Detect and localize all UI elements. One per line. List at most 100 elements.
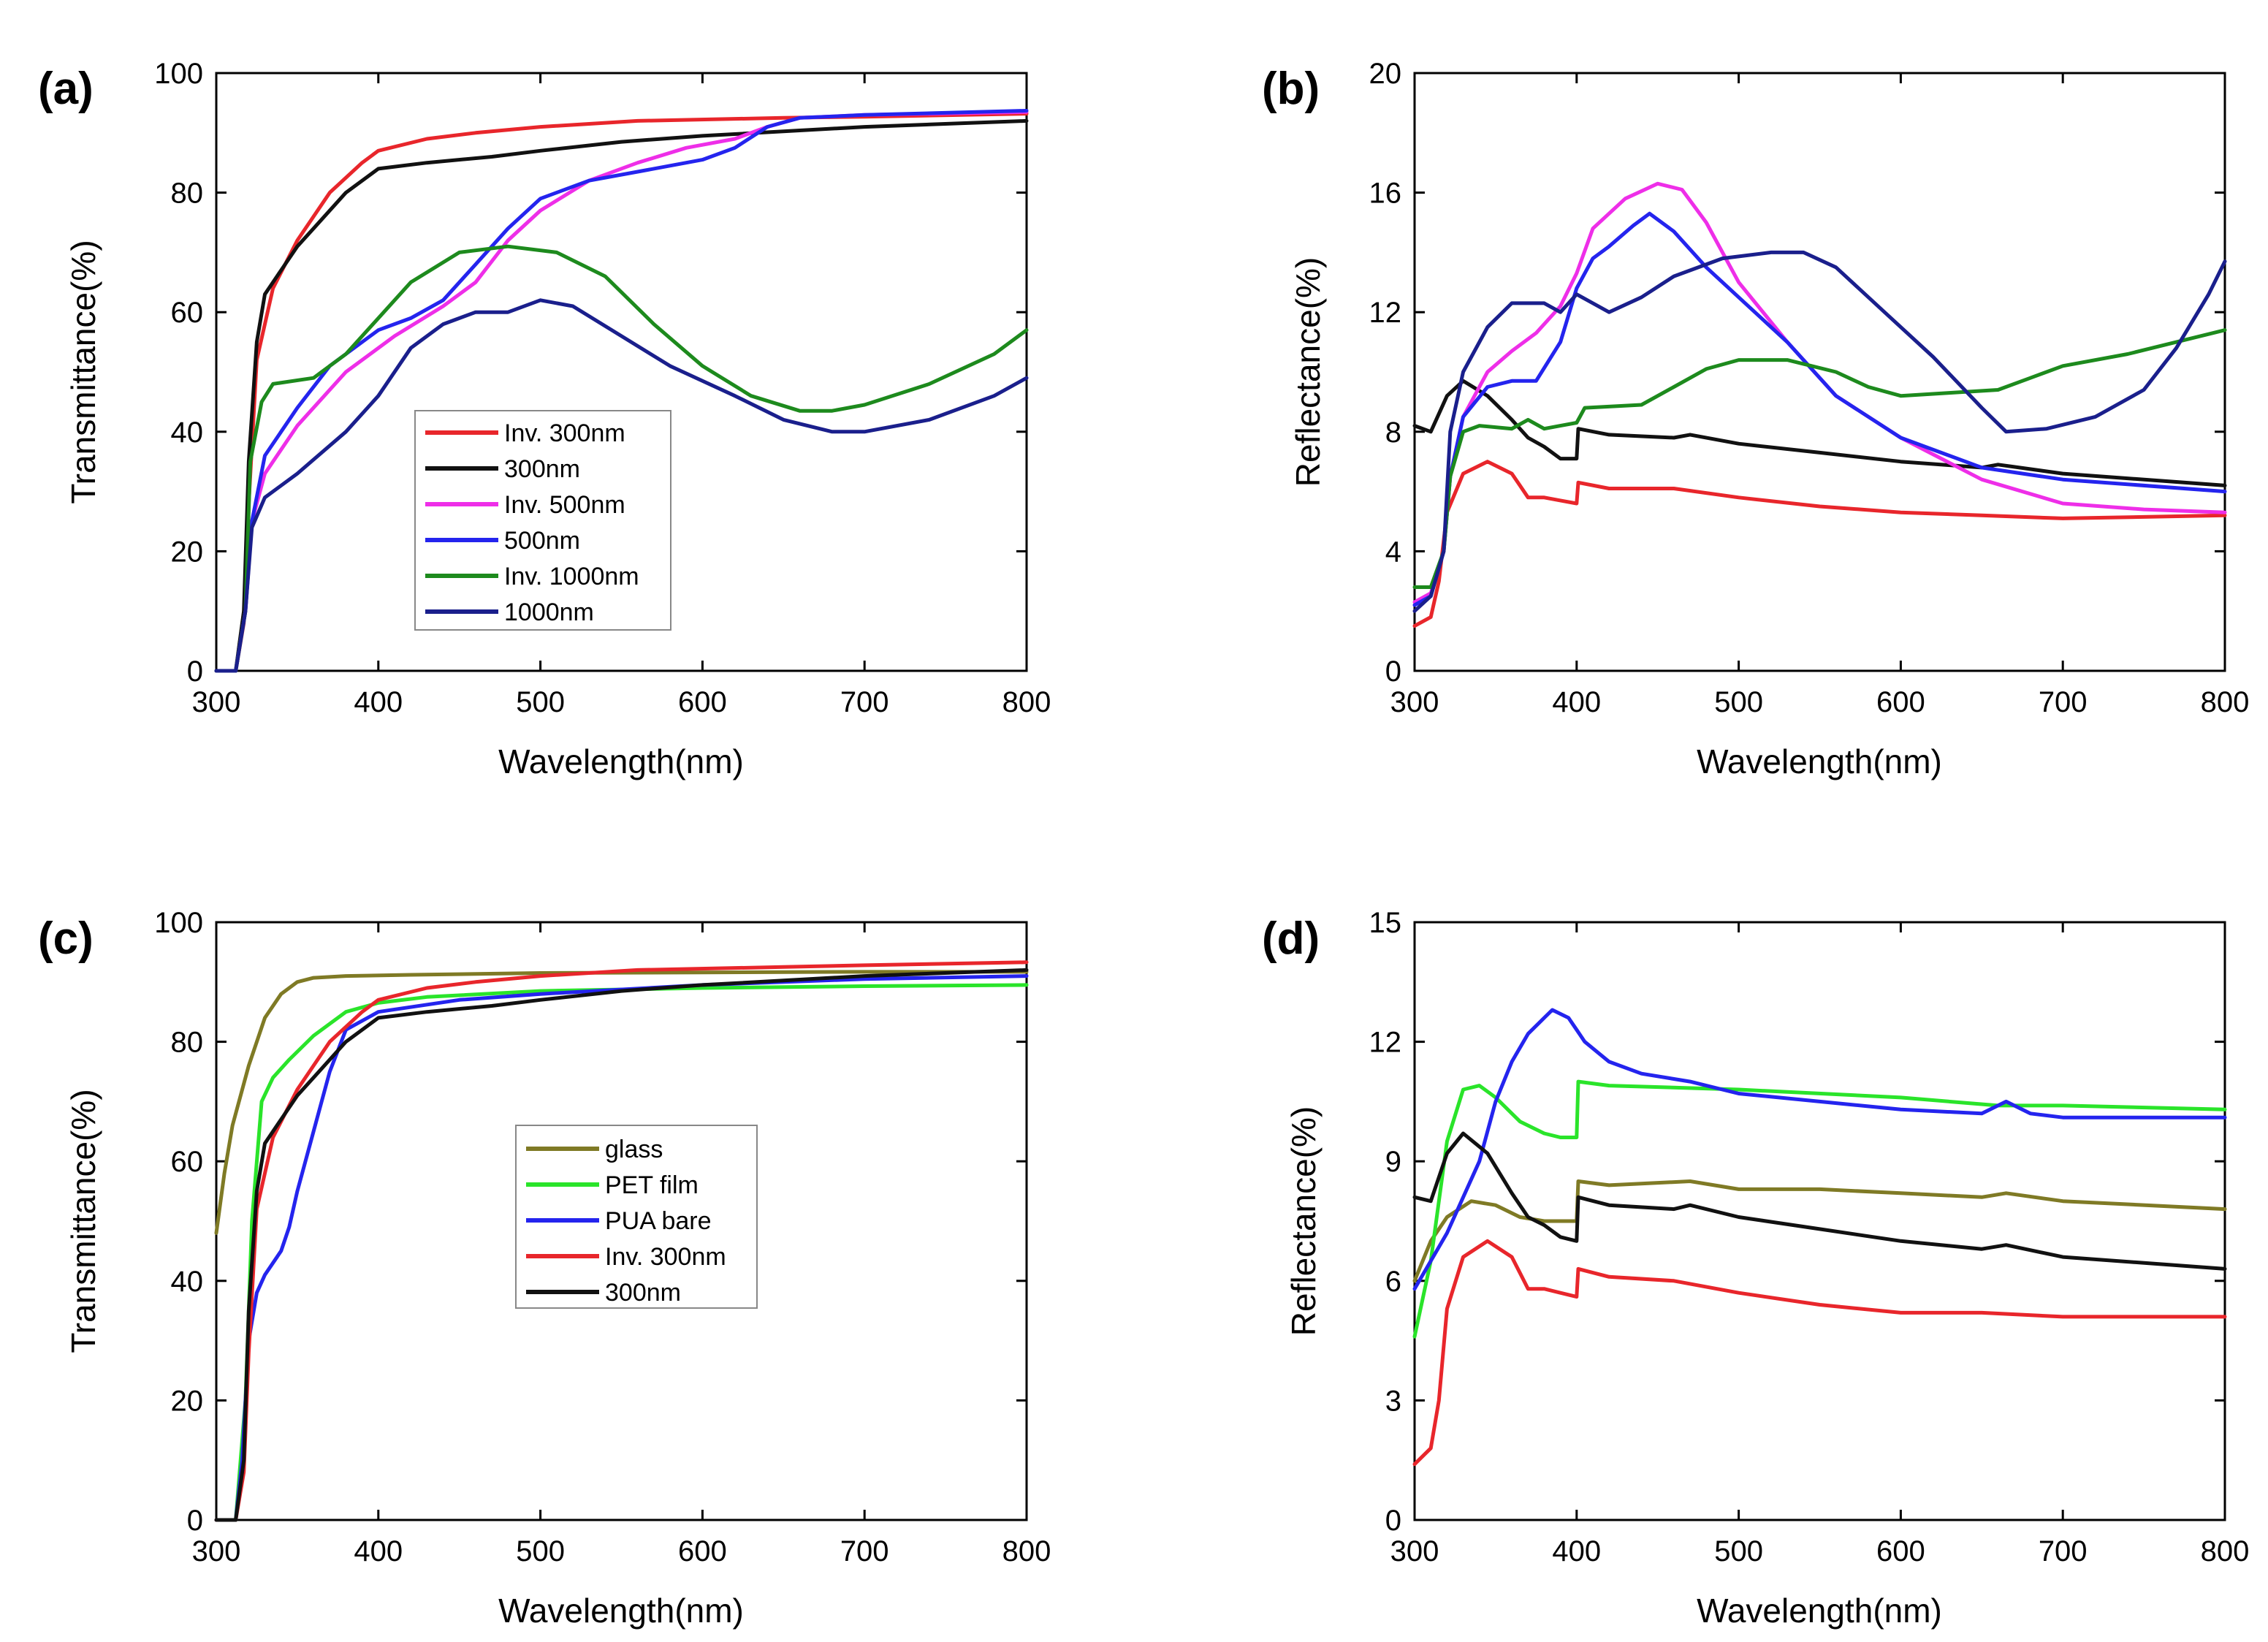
panel-c-y-tick-label: 40 — [171, 1266, 204, 1298]
panel-d-plot-frame — [1413, 921, 2226, 1521]
panel-d-series-line-300nm — [1412, 1131, 2227, 1271]
panel-b-letter: (b) — [1262, 64, 1320, 114]
panel-d-axes: 300 400 500 600 700 800 0 3 6 9 12 15 — [1369, 907, 2250, 1567]
panel-d-x-tick-label: 500 — [1714, 1535, 1763, 1567]
panel-c-series-group — [214, 960, 1029, 1522]
panel-a-legend-label: Inv. 500nm — [504, 491, 625, 519]
panel-a-y-tick-label: 100 — [154, 58, 203, 90]
panel-a-series-line-inv-1000nm — [214, 244, 1029, 673]
panel-c-x-tick-label: 600 — [678, 1535, 727, 1567]
panel-c-legend-box — [515, 1125, 758, 1309]
panel-a-legend-label: Inv. 300nm — [504, 419, 625, 447]
panel-a-legend: Inv. 300nm 300nm Inv. 500nm 500nm Inv. 1000n… — [414, 410, 671, 631]
panel-c-x-tick-label: 400 — [354, 1535, 403, 1567]
panel-c-x-axis-title: Wavelength(nm) — [498, 1592, 744, 1630]
panel-c-x-tick-label: 700 — [840, 1535, 889, 1567]
panel-d-y-tick-label: 0 — [1385, 1505, 1401, 1537]
panel-b-y-tick-label: 8 — [1385, 417, 1401, 449]
panel-a-x-tick-label: 600 — [678, 686, 727, 718]
panel-d-y-tick-label: 9 — [1385, 1146, 1401, 1178]
panel-c-legend: glass PET film PUA bare Inv. 300nm 300nm — [515, 1125, 758, 1309]
panel-b-x-axis-title: Wavelength(nm) — [1697, 742, 1942, 780]
panel-d-series-line-pua-bare — [1412, 1008, 2227, 1291]
panel-d-x-tick-label: 800 — [2201, 1535, 2250, 1567]
panel-c-legend-label: glass — [605, 1136, 663, 1163]
panel-b-series-line-1000nm — [1412, 250, 2227, 613]
panel-c-y-tick-label: 0 — [187, 1505, 203, 1537]
panel-d-series-line-pet-film — [1412, 1079, 2227, 1339]
panel-a-series-group — [214, 109, 1029, 673]
panel-a: (a) Wavelength(nm) Transmittance(%) 300 4… — [38, 58, 1051, 780]
panel-a-x-tick-label: 800 — [1002, 686, 1051, 718]
panel-b-y-tick-label: 0 — [1385, 655, 1401, 688]
panel-a-y-tick-label: 60 — [171, 297, 204, 329]
panel-d-x-tick-label: 600 — [1876, 1535, 1925, 1567]
panel-b-y-tick-label: 4 — [1385, 536, 1401, 568]
panel-b-x-tick-label: 400 — [1552, 686, 1601, 718]
panel-c-x-tick-label: 500 — [516, 1535, 565, 1567]
panel-a-legend-label: 1000nm — [504, 598, 594, 626]
panel-a-x-tick-label: 700 — [840, 686, 889, 718]
panel-c-legend-label: PUA bare — [605, 1207, 712, 1235]
panel-a-y-tick-label: 0 — [187, 655, 203, 688]
panel-a-legend-box — [414, 410, 671, 631]
panel-a-x-tick-label: 500 — [516, 686, 565, 718]
panel-a-series-line-500nm — [214, 109, 1029, 673]
panel-c-x-tick-label: 300 — [192, 1535, 241, 1567]
panel-a-x-axis-title: Wavelength(nm) — [498, 742, 744, 780]
panel-b-x-tick-label: 700 — [2039, 686, 2088, 718]
panel-a-series-line-1000nm — [214, 298, 1029, 673]
panel-d-x-tick-label: 300 — [1390, 1535, 1439, 1567]
panel-b-series-line-500nm — [1412, 211, 2227, 607]
panel-a-letter: (a) — [38, 64, 94, 114]
panel-b-x-tick-label: 500 — [1714, 686, 1763, 718]
panel-c: (c) Wavelength(nm) Transmittance(%) 300 4… — [38, 907, 1051, 1630]
panel-d-y-tick-label: 3 — [1385, 1385, 1401, 1417]
panel-a-y-tick-label: 40 — [171, 417, 204, 449]
panel-d-letter: (d) — [1262, 913, 1320, 964]
panel-b-y-tick-label: 12 — [1369, 297, 1402, 329]
panel-c-y-tick-label: 20 — [171, 1385, 204, 1417]
panel-d-y-tick-label: 6 — [1385, 1266, 1401, 1298]
panel-b-y-tick-label: 16 — [1369, 178, 1402, 210]
panel-b-axes: 300 400 500 600 700 800 0 4 8 12 16 20 — [1369, 58, 2250, 718]
panel-b-series-line-inv-300nm — [1412, 460, 2227, 628]
panel-c-axes: 300 400 500 600 700 800 0 20 40 60 80 100 — [154, 907, 1051, 1567]
panel-a-y-axis-title: Transmittance(%) — [64, 240, 102, 503]
panel-d-series-line-inv-300nm — [1412, 1239, 2227, 1467]
panel-d-x-axis-title: Wavelength(nm) — [1697, 1592, 1942, 1630]
panel-a-legend-label: 500nm — [504, 527, 580, 555]
panel-c-series-line-300nm — [214, 968, 1029, 1522]
panel-d-series-group — [1412, 1008, 2227, 1467]
panel-a-x-tick-label: 300 — [192, 686, 241, 718]
panel-b-x-tick-label: 600 — [1876, 686, 1925, 718]
panel-a-plot-frame — [215, 72, 1028, 672]
panel-b: (b) Wavelength(nm) Reflectance(%) 300 400… — [1262, 58, 2249, 780]
panel-d-y-tick-label: 12 — [1369, 1027, 1402, 1059]
panel-c-y-tick-label: 60 — [171, 1146, 204, 1178]
panel-c-legend-label: PET film — [605, 1171, 699, 1199]
panel-b-y-tick-label: 20 — [1369, 58, 1402, 90]
panel-b-y-axis-title: Reflectance(%) — [1289, 257, 1327, 487]
panel-a-legend-label: Inv. 1000nm — [504, 563, 639, 590]
panel-c-legend-label: Inv. 300nm — [605, 1243, 726, 1271]
panel-d-x-tick-label: 700 — [2039, 1535, 2088, 1567]
panel-b-x-tick-label: 300 — [1390, 686, 1439, 718]
panel-c-y-axis-title: Transmittance(%) — [64, 1089, 102, 1353]
panel-d-y-axis-title: Reflectance(%) — [1285, 1106, 1323, 1336]
panel-a-legend-label: 300nm — [504, 455, 580, 483]
panel-d-y-tick-label: 15 — [1369, 907, 1402, 939]
panel-c-series-line-glass — [214, 970, 1029, 1235]
panel-a-y-tick-label: 20 — [171, 536, 204, 568]
panel-c-y-tick-label: 80 — [171, 1027, 204, 1059]
panel-d-series-line-glass — [1412, 1179, 2227, 1283]
panel-a-y-tick-label: 80 — [171, 178, 204, 210]
panel-c-legend-label: 300nm — [605, 1279, 681, 1307]
panel-d: (d) Wavelength(nm) Reflectance(%) 300 400… — [1262, 907, 2249, 1630]
panel-b-plot-frame — [1413, 72, 2226, 672]
panel-a-axes: 300 400 500 600 700 800 0 20 40 60 80 100 — [154, 58, 1051, 718]
panel-d-x-tick-label: 400 — [1552, 1535, 1601, 1567]
panel-c-letter: (c) — [38, 913, 94, 964]
panel-b-series-line-inv-1000nm — [1412, 328, 2227, 589]
